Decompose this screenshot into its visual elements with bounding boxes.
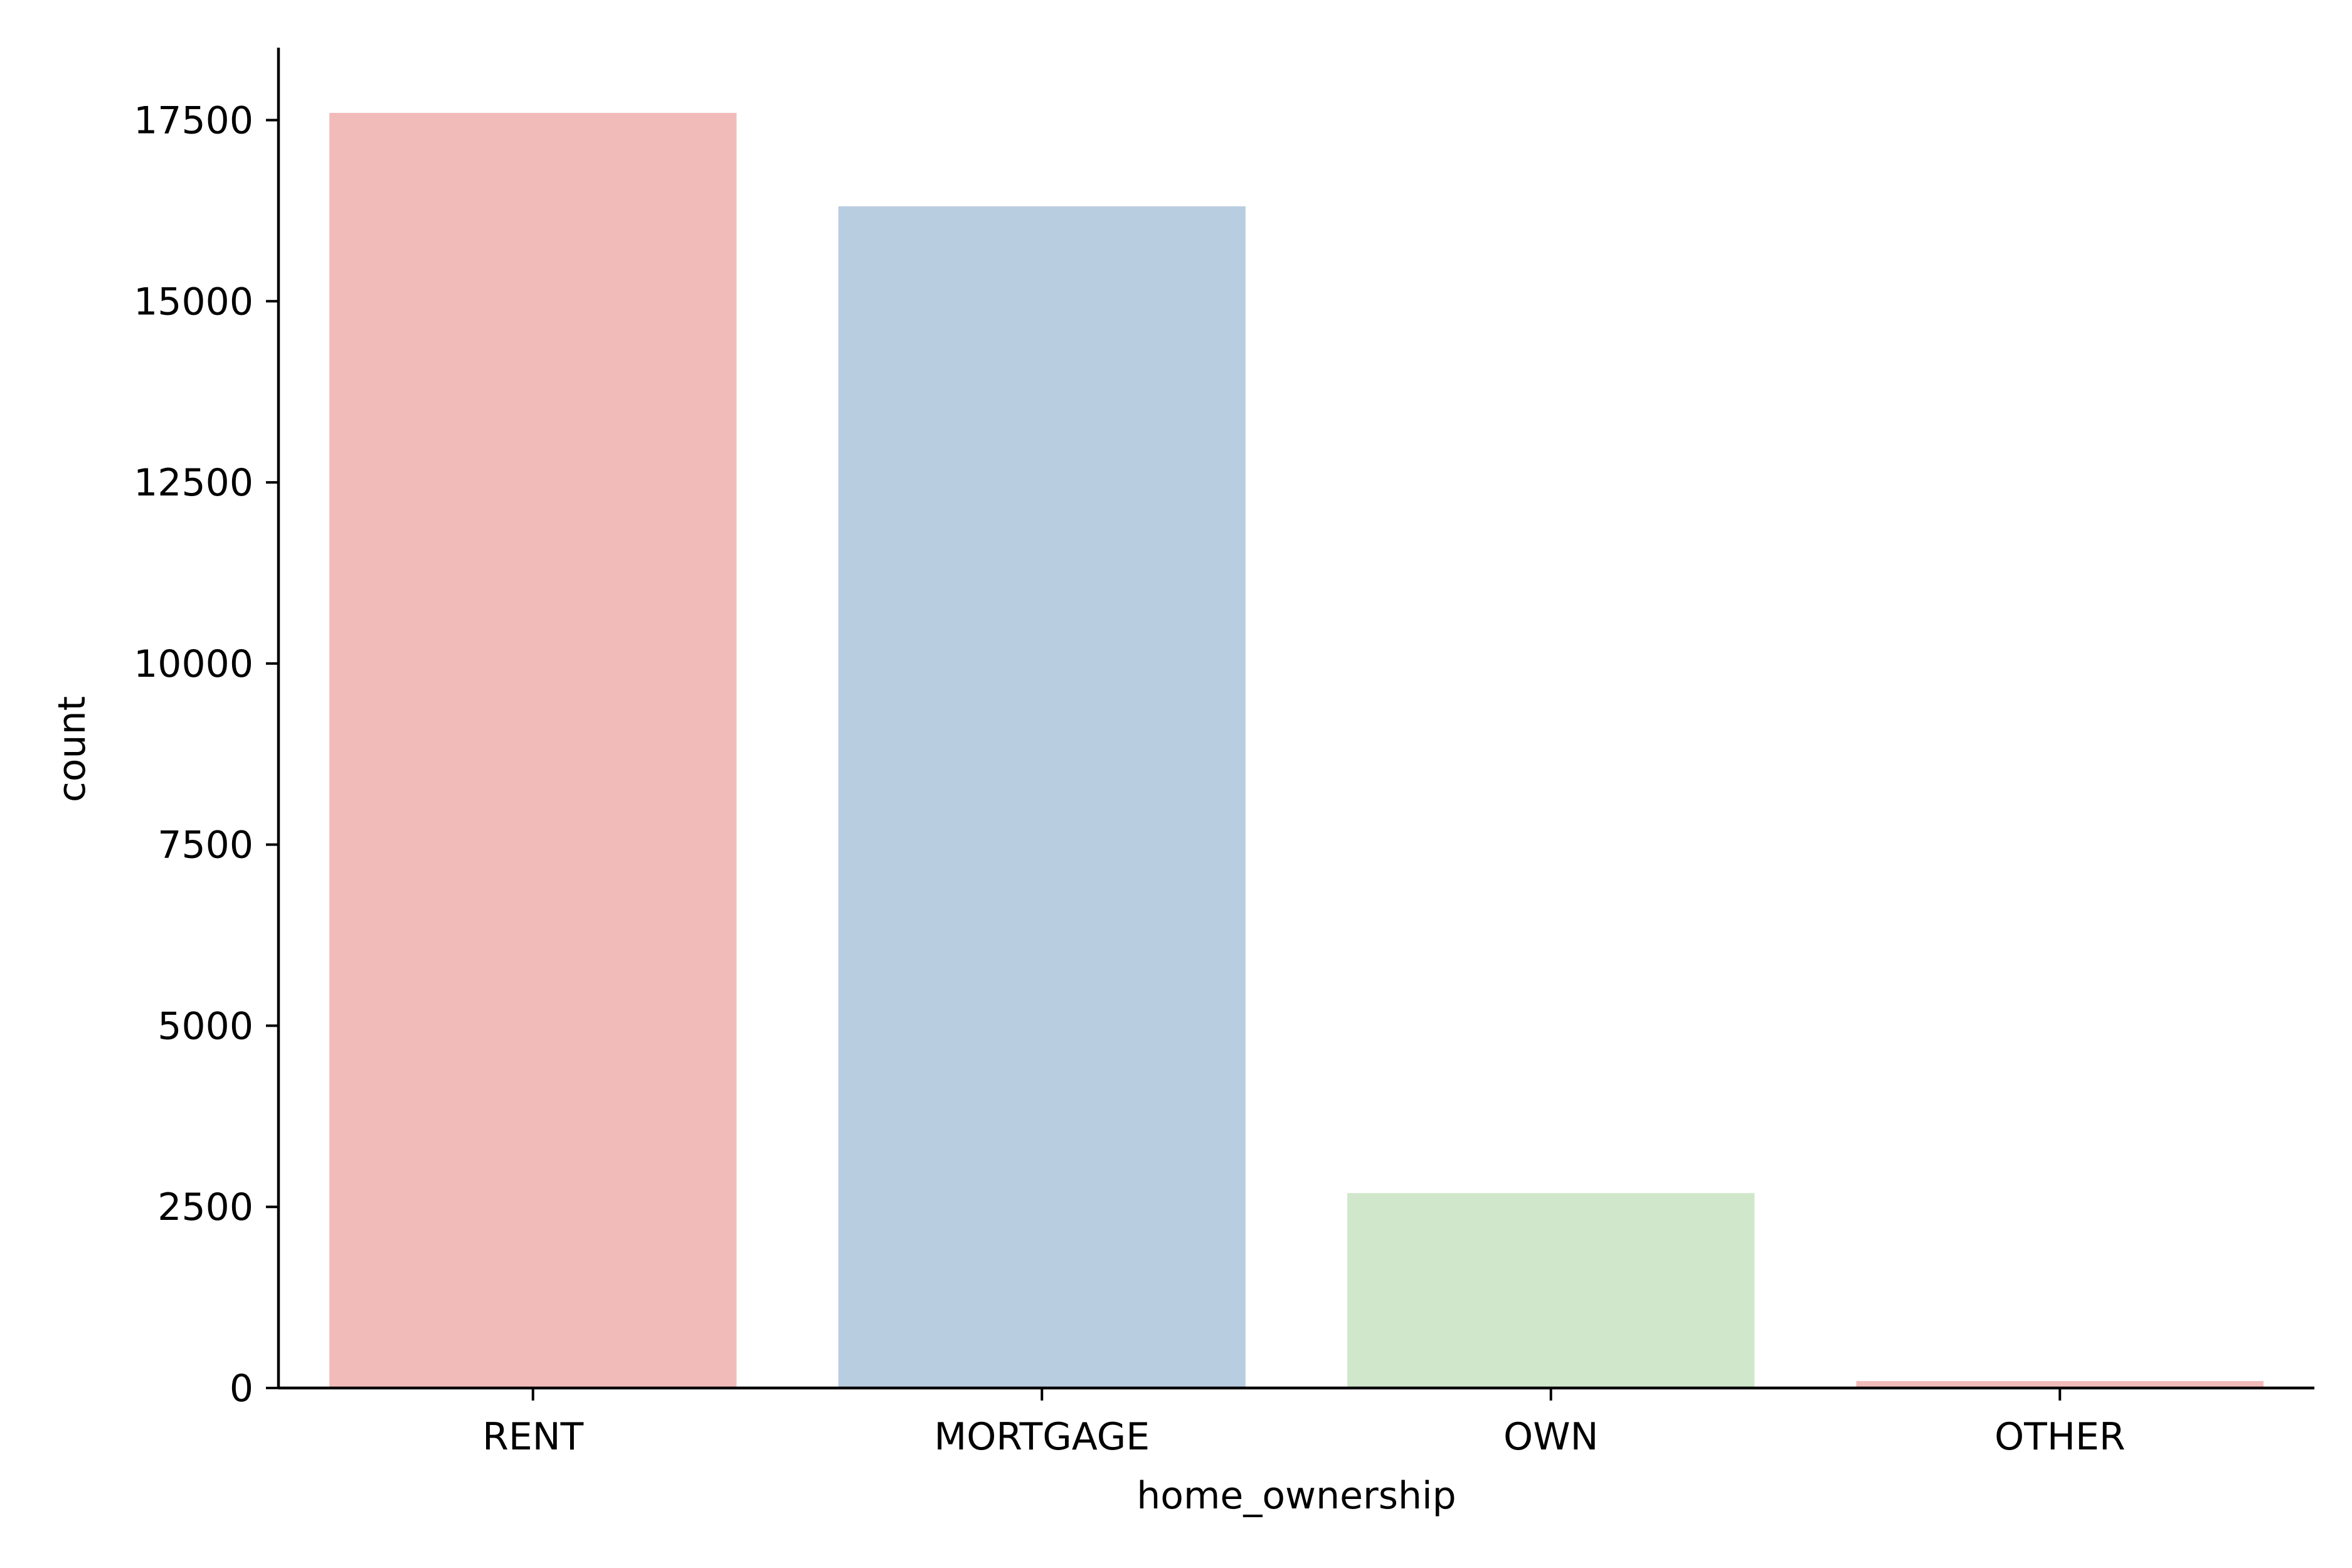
y-tick-label: 0	[230, 1367, 253, 1411]
x-tick-label: RENT	[482, 1415, 583, 1459]
bar-own	[1347, 1193, 1755, 1388]
bar-other	[1856, 1380, 2264, 1388]
y-tick-label: 7500	[157, 824, 253, 867]
x-tick-label: OWN	[1503, 1415, 1598, 1459]
x-tick-label: MORTGAGE	[934, 1415, 1150, 1459]
bars-group	[329, 112, 2264, 1388]
x-axis-ticks: RENT MORTGAGE OWN OTHER	[482, 1388, 2126, 1459]
y-axis-title: count	[50, 696, 94, 802]
y-tick-label: 5000	[157, 1004, 253, 1048]
y-tick-label: 12500	[134, 461, 253, 505]
y-tick-label: 15000	[134, 280, 253, 324]
bar-mortgage	[838, 206, 1246, 1388]
x-axis-title: home_ownership	[1136, 1474, 1456, 1518]
y-axis-ticks: 0 2500 5000 7500 10000 12500 15000 17500	[134, 99, 278, 1411]
x-tick-label: OTHER	[1994, 1415, 2126, 1459]
bar-rent	[329, 112, 737, 1388]
y-tick-label: 2500	[157, 1185, 253, 1229]
y-tick-label: 10000	[134, 642, 253, 686]
y-tick-label: 17500	[134, 99, 253, 143]
